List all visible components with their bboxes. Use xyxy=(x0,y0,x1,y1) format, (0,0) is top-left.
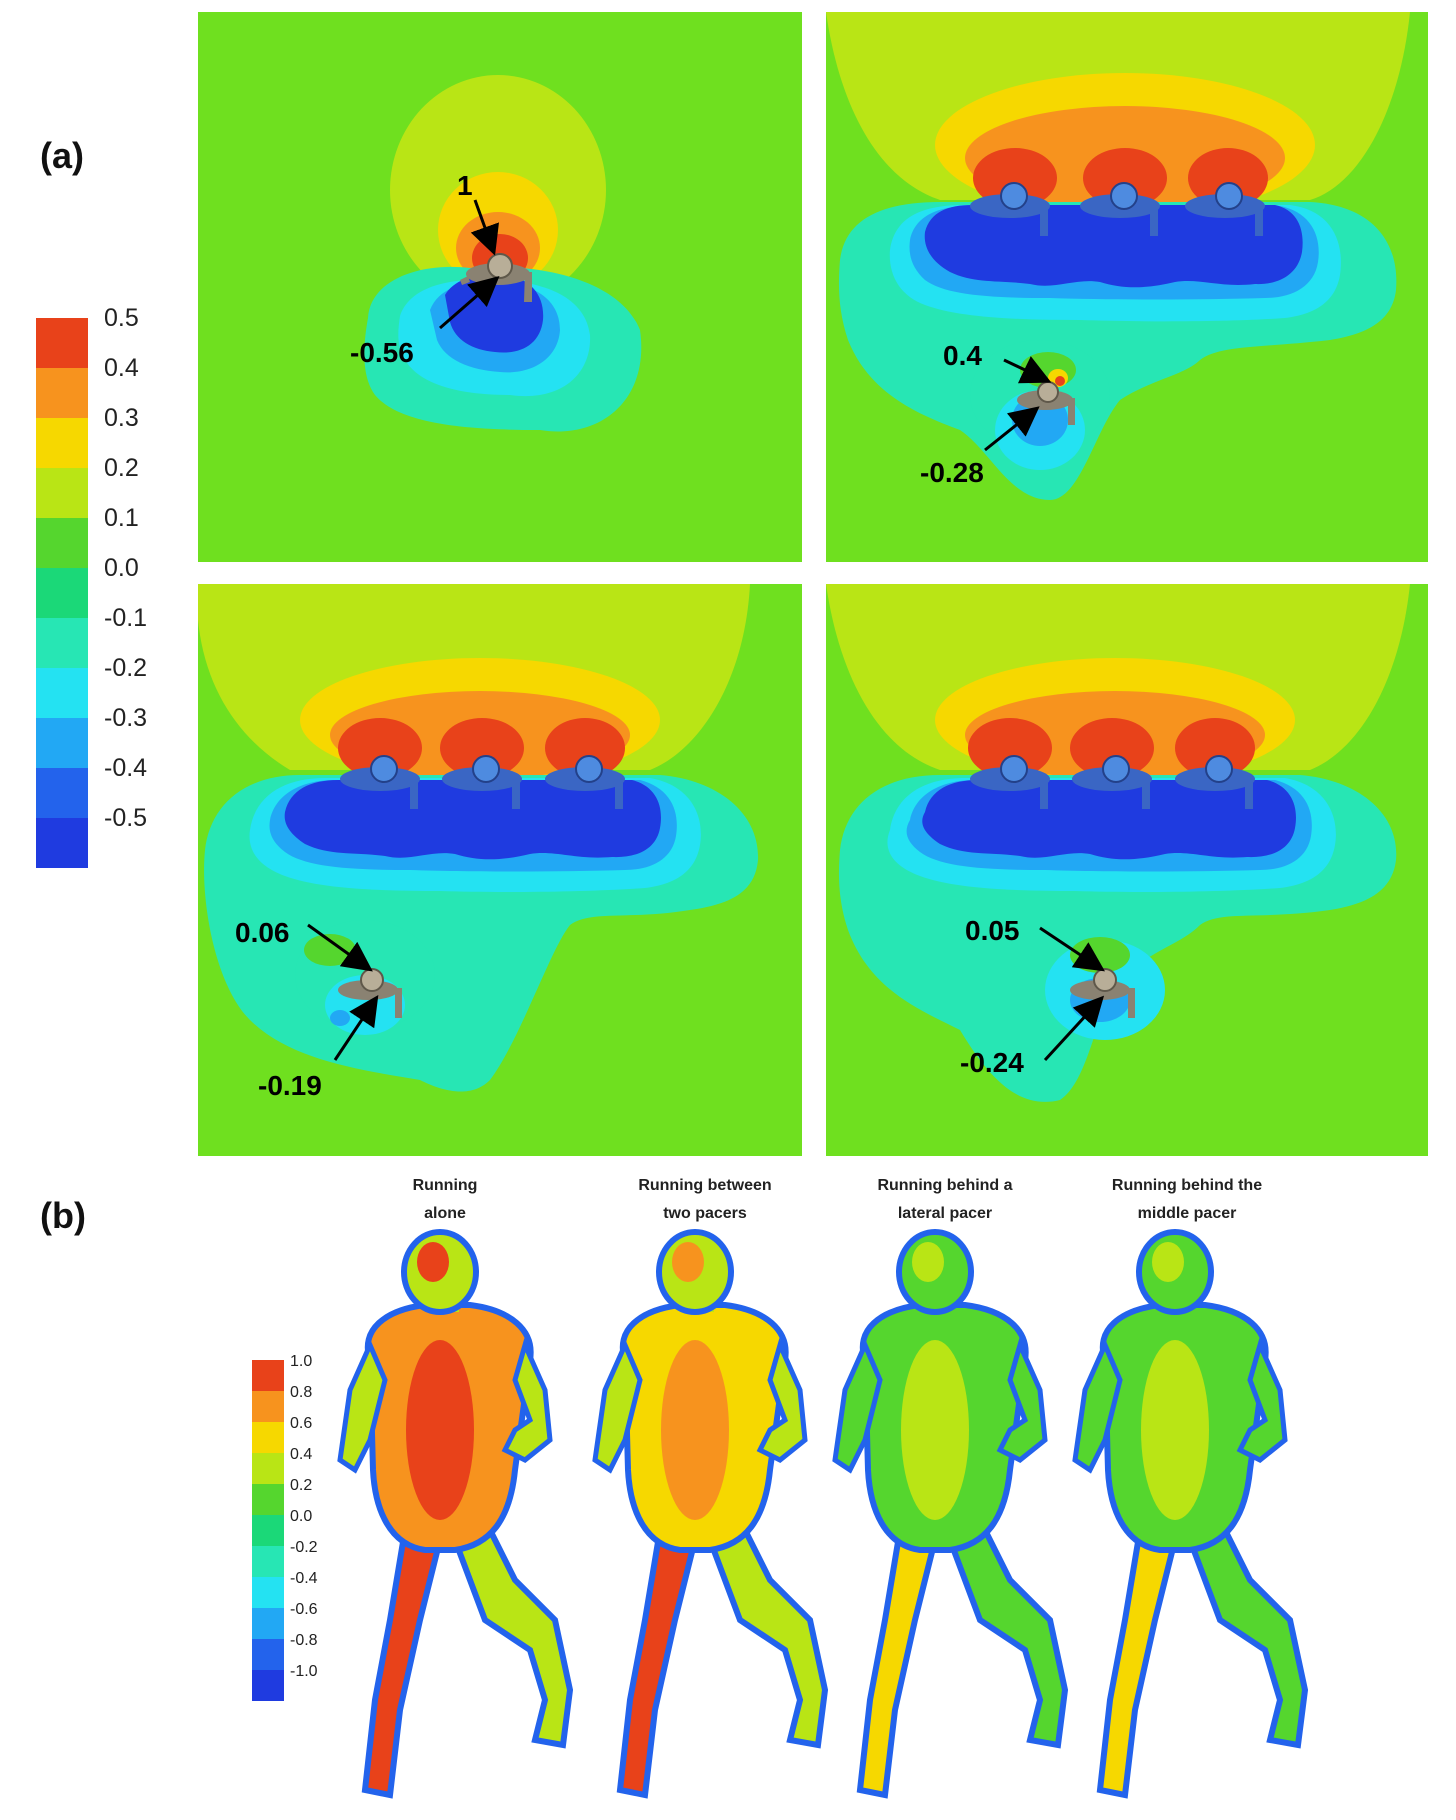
caption-running-alone-2: alone xyxy=(424,1205,466,1222)
annotation-a3-top: 0.06 xyxy=(235,917,290,948)
cbarB-tick-label: -0.4 xyxy=(290,1570,318,1587)
cbarB-tick-label: 0.2 xyxy=(290,1477,312,1494)
colorbar-a: 0.5 0.4 0.3 0.2 0.1 0.0 -0.1 -0.2 -0.3 -0.4 -0.5 xyxy=(36,304,147,868)
cbarA-tick-label: -0.1 xyxy=(104,604,147,632)
annotations xyxy=(307,199,1105,1062)
pacers-top-view-a3 xyxy=(340,755,625,809)
cbarB-swatch xyxy=(252,1577,284,1608)
pacers-top-view-a2 xyxy=(970,182,1265,236)
caption-between-pacers-2: two pacers xyxy=(663,1205,747,1222)
cbarA-tick-label: -0.3 xyxy=(104,704,147,732)
caption-lateral-pacer-1: Running behind a xyxy=(877,1177,1012,1194)
caption-running-alone-1: Running xyxy=(413,1177,478,1194)
runner-figure xyxy=(832,1229,1069,1799)
cbarB-swatch xyxy=(252,1422,284,1453)
annotation-a1-top: 1 xyxy=(457,170,473,201)
caption-middle-pacer-2: middle pacer xyxy=(1138,1205,1237,1222)
cbarA-tick-label: 0.3 xyxy=(104,404,139,432)
cbarA-tick-label: -0.2 xyxy=(104,654,147,682)
captions-b: Running alone Running between two pacers… xyxy=(413,1177,1263,1222)
contour-panel-between-pacers xyxy=(826,12,1428,562)
cbarA-tick-label: 0.5 xyxy=(104,304,139,332)
cbarB-swatch xyxy=(252,1360,284,1391)
cbarB-swatch xyxy=(252,1546,284,1577)
panel-a-label: (a) xyxy=(40,135,84,176)
cbarB-swatch xyxy=(252,1484,284,1515)
runner-figure xyxy=(337,1229,574,1799)
contour-panel-middle-pacer xyxy=(826,584,1428,1156)
cbarB-swatch xyxy=(252,1639,284,1670)
cbarB-swatch xyxy=(252,1453,284,1484)
annotation-a2-top: 0.4 xyxy=(943,340,982,371)
cbarA-tick-label: 0.1 xyxy=(104,504,139,532)
cbarB-swatch xyxy=(252,1608,284,1639)
cbarA-swatch xyxy=(36,768,88,818)
cbarA-swatch xyxy=(36,518,88,568)
cbarA-swatch xyxy=(36,418,88,468)
panel-b-label: (b) xyxy=(40,1195,86,1236)
cbarB-tick-label: -0.2 xyxy=(290,1539,318,1556)
cbarA-swatch xyxy=(36,668,88,718)
cbarB-swatch xyxy=(252,1391,284,1422)
runner-top-view-a4 xyxy=(1070,968,1135,1018)
cbarA-swatch xyxy=(36,368,88,418)
caption-between-pacers-1: Running between xyxy=(638,1177,771,1194)
caption-middle-pacer-1: Running behind the xyxy=(1112,1177,1262,1194)
cbarB-tick-label: -0.8 xyxy=(290,1632,318,1649)
cbarA-tick-label: 0.0 xyxy=(104,554,139,582)
cbarB-tick-label: -1.0 xyxy=(290,1663,318,1680)
cbarA-swatch xyxy=(36,318,88,368)
cbarA-tick-label: -0.4 xyxy=(104,754,147,782)
cbarA-tick-label: -0.5 xyxy=(104,804,147,832)
cbarA-tick-label: 0.2 xyxy=(104,454,139,482)
annotation-a3-bottom: -0.19 xyxy=(258,1070,322,1101)
runner-figure xyxy=(592,1229,829,1799)
annotation-a4-top: 0.05 xyxy=(965,915,1020,946)
pacers-top-view-a4 xyxy=(970,755,1255,809)
cbarB-tick-label: 0.6 xyxy=(290,1415,312,1432)
cbarA-swatch xyxy=(36,618,88,668)
cbarB-tick-label: 0.8 xyxy=(290,1384,312,1401)
runner-figure xyxy=(1072,1229,1309,1799)
cbarB-swatch xyxy=(252,1670,284,1701)
runner-figures xyxy=(337,1229,1309,1799)
contour-panel-alone xyxy=(198,12,802,562)
annotation-a4-bottom: -0.24 xyxy=(960,1047,1024,1078)
colorbar-b: 1.0 0.8 0.6 0.4 0.2 0.0 -0.2 -0.4 -0.6 -0.8 -1.0 xyxy=(252,1353,318,1701)
cbarA-swatch xyxy=(36,568,88,618)
cbarA-swatch xyxy=(36,818,88,868)
cbarA-tick-label: 0.4 xyxy=(104,354,139,382)
cbarB-tick-label: 0.0 xyxy=(290,1508,312,1525)
cbarA-swatch xyxy=(36,718,88,768)
cbarB-tick-label: 1.0 xyxy=(290,1353,312,1370)
cbarB-tick-label: 0.4 xyxy=(290,1446,312,1463)
cbarB-swatch xyxy=(252,1515,284,1546)
caption-lateral-pacer-2: lateral pacer xyxy=(898,1205,992,1222)
runner-top-view-a3 xyxy=(338,968,402,1018)
annotation-a1-bottom: -0.56 xyxy=(350,337,414,368)
cbarB-tick-label: -0.6 xyxy=(290,1601,318,1618)
annotation-a2-bottom: -0.28 xyxy=(920,457,984,488)
cbarA-swatch xyxy=(36,468,88,518)
